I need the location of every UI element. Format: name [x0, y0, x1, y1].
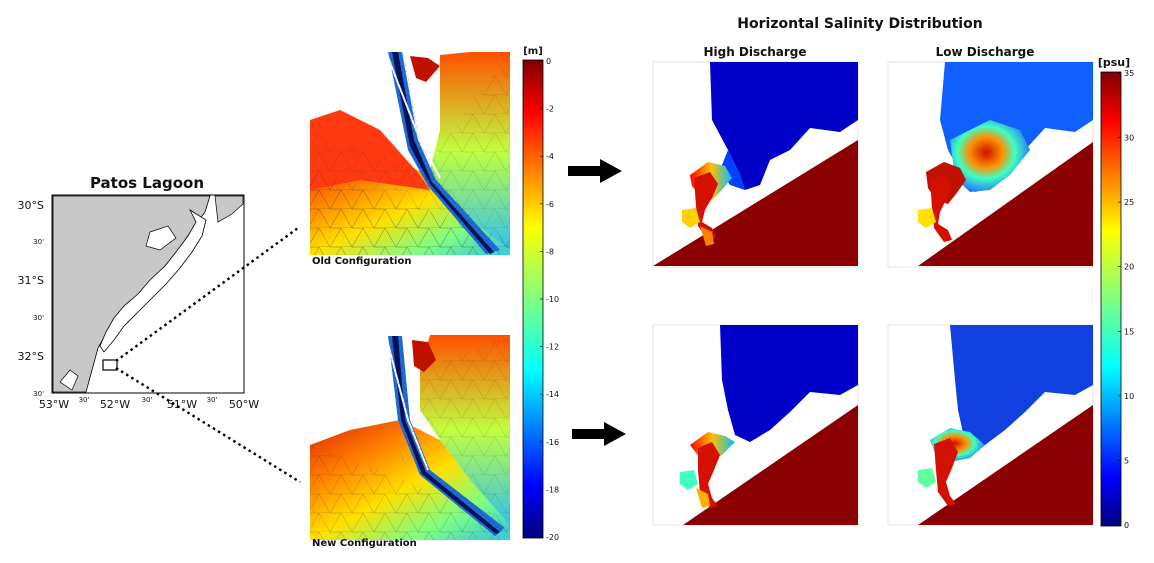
new-configuration-label: New Configuration [312, 538, 417, 549]
salinity-colorbar-tick-label: 10 [1124, 392, 1134, 401]
zoom-line-old [115, 227, 299, 362]
lon-label-50w: 50°W [229, 398, 259, 411]
depth-colorbar-tick-label: -2 [546, 105, 554, 114]
lon-label-53w: 53°W [39, 398, 69, 411]
depth-colorbar-tick-label: -4 [546, 152, 554, 161]
depth-colorbar-tick-label: -14 [546, 390, 559, 399]
lat-label-31s: 31°S [18, 274, 44, 287]
map-title: Patos Lagoon [90, 174, 204, 192]
salinity-panel-low-new [887, 324, 1094, 526]
depth-colorbar-tick-label: -6 [546, 200, 554, 209]
salinity-colorbar-tick-label: 35 [1124, 69, 1134, 78]
lat-label-30s-30: 30' [33, 238, 44, 246]
depth-colorbar-tick-label: -10 [546, 295, 559, 304]
salinity-colorbar-tick-label: 0 [1124, 521, 1129, 530]
lat-label-32s-30: 30' [33, 390, 44, 398]
lon-label-51w-30: 30' [207, 396, 218, 404]
salinity-panel-high-new [652, 324, 859, 526]
patos-lagoon-map: Patos Lagoon 30°S 30' 31°S 30' 32°S 30' … [18, 174, 260, 411]
salinity-colorbar-bar [1100, 71, 1122, 527]
salinity-panel-low-old [887, 61, 1094, 268]
depth-colorbar-tick-label: 0 [546, 57, 551, 66]
column-header-high: High Discharge [703, 45, 806, 59]
arrow-bottom [572, 422, 626, 446]
salinity-colorbar: [psu] 35 30 25 20 15 10 5 0 [1098, 56, 1134, 530]
map-lagoon [99, 208, 207, 353]
map-lake [145, 225, 177, 251]
old-configuration-label: Old Configuration [312, 256, 411, 267]
map-land-ne [214, 195, 244, 223]
salinity-colorbar-tick-label: 20 [1124, 263, 1134, 272]
salinity-colorbar-tick-label: 15 [1124, 327, 1134, 336]
depth-colorbar-tick-label: -8 [546, 247, 554, 256]
figure-title: Horizontal Salinity Distribution [737, 16, 982, 32]
zoom-line-new [115, 366, 301, 484]
map-inset-box [102, 359, 118, 371]
salinity-colorbar-tick-label: 25 [1124, 198, 1134, 207]
depth-colorbar-tick-label: -20 [546, 533, 559, 542]
lon-label-53w-30: 30' [79, 396, 90, 404]
salinity-panel-high-old [652, 61, 859, 268]
depth-colorbar-unit: [m] [523, 46, 543, 57]
depth-colorbar-tick-label: -12 [546, 343, 559, 352]
lon-label-51w: 51°W [167, 398, 197, 411]
lon-label-52w-30: 30' [142, 396, 153, 404]
mesh-old-panel: Old Configuration [310, 50, 510, 267]
lat-label-32s: 32°S [18, 350, 44, 363]
salinity-colorbar-unit: [psu] [1098, 56, 1130, 69]
depth-colorbar-tick-label: -18 [546, 485, 559, 494]
map-mirim [59, 369, 79, 391]
mesh-new-panel: New Configuration [310, 335, 510, 549]
column-header-low: Low Discharge [936, 45, 1035, 59]
lat-label-31s-30: 30' [33, 314, 44, 322]
salinity-colorbar-tick-label: 5 [1124, 456, 1129, 465]
depth-colorbar-tick-label: -16 [546, 438, 559, 447]
lat-label-30s: 30°S [18, 199, 44, 212]
lon-label-52w: 52°W [100, 398, 130, 411]
depth-colorbar: [m] 0 -2 -4 -6 -8 -10 -12 -14 -16 -18 -20 [522, 46, 559, 542]
salinity-colorbar-tick-label: 30 [1124, 134, 1134, 143]
arrow-top [568, 159, 622, 183]
